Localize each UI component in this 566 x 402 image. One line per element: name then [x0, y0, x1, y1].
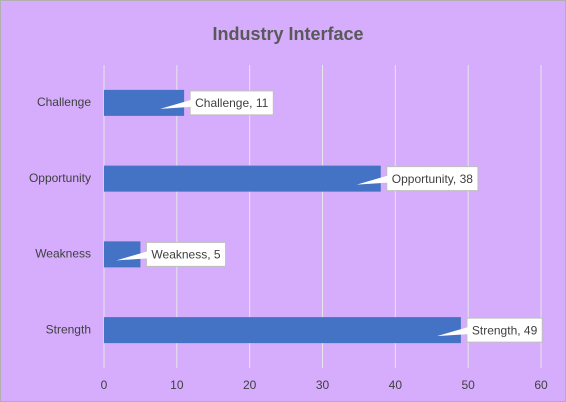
y-tick-label: Challenge	[37, 95, 91, 109]
data-label-box	[145, 241, 227, 267]
data-label: Challenge, 11	[195, 96, 268, 110]
data-label: Opportunity, 38	[392, 172, 473, 186]
data-label-box	[466, 317, 543, 343]
data-label-callout	[436, 327, 468, 337]
x-tick-label: 60	[534, 378, 548, 392]
y-tick-label: Weakness	[35, 247, 91, 261]
y-tick-label: Opportunity	[29, 171, 91, 185]
bar	[104, 89, 185, 116]
bar	[104, 241, 141, 268]
data-label-callout	[160, 99, 192, 109]
data-label-callout	[116, 251, 148, 261]
x-tick-label: 0	[101, 378, 108, 392]
x-tick-label: 30	[316, 378, 330, 392]
y-tick-label: Strength	[46, 322, 91, 336]
x-tick-label: 50	[461, 378, 475, 392]
data-label: Weakness, 5	[151, 248, 220, 262]
bar	[104, 165, 381, 192]
data-label: Strength, 49	[472, 323, 538, 337]
data-label-box	[189, 90, 274, 116]
data-label-callout	[356, 175, 388, 185]
chart-title: Industry Interface	[212, 24, 363, 44]
bar	[104, 317, 461, 344]
x-tick-label: 20	[243, 378, 257, 392]
x-tick-label: 10	[170, 378, 184, 392]
x-tick-label: 40	[389, 378, 403, 392]
